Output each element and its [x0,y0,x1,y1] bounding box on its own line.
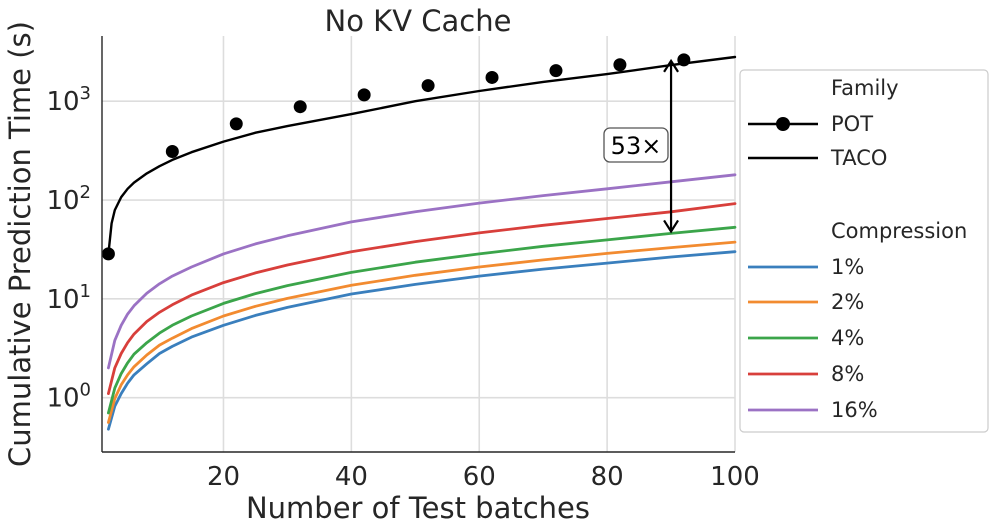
annotation-arrowhead-top [663,58,679,73]
data-point-pot [293,100,307,114]
series-line-1pct [107,250,737,431]
legend-label-2pct: 2% [831,290,864,314]
data-point-pot [357,88,371,102]
y-tick-label: 100 [46,380,91,414]
legend-title-family: Family [831,76,899,100]
series-line-8pct [107,202,737,395]
legend-label-4pct: 4% [831,326,864,350]
annotation: 53× [603,58,679,234]
data-point-pot [421,79,435,93]
legend-label-16pct: 16% [831,398,878,422]
y-tick-label: 102 [46,182,91,216]
annotation-arrowhead-bottom [663,219,679,234]
data-point-pot [613,58,627,72]
grid [102,36,736,452]
data-point-pot [165,144,179,158]
data-point-pot [677,53,691,67]
y-ticks: 100 101 102 103 [46,83,91,413]
legend-label-1pct: 1% [831,255,864,279]
x-ticks: 20 40 60 80 100 [207,462,760,492]
marker-layer [101,53,691,261]
x-tick-label: 80 [591,462,624,492]
data-point-pot [229,117,243,131]
legend-title-compression: Compression [831,219,967,243]
x-tick-label: 20 [207,462,240,492]
y-tick-label: 103 [46,83,91,117]
chart-title: No KV Cache [325,4,512,38]
series-layer [107,55,737,431]
annotation-box [603,127,669,163]
axes [101,36,735,453]
legend-label-taco: TACO [830,146,887,170]
x-tick-label: 60 [463,462,496,492]
legend-frame [739,69,989,433]
legend-label-pot: POT [831,112,873,136]
legend: Family POT TACO Compression 1% 2% 4% 8% … [739,69,989,433]
series-line-2pct [107,240,737,424]
x-tick-label: 40 [335,462,368,492]
data-point-pot [549,64,563,78]
x-tick-label: 100 [710,462,760,492]
legend-marker-pot [776,117,790,131]
data-point-pot [485,70,499,84]
data-point-pot [101,247,115,261]
y-tick-label: 101 [46,281,91,315]
series-line-4pct [107,225,737,415]
legend-label-8pct: 8% [831,362,864,386]
x-axis-label: Number of Test batches [246,491,590,525]
series-line-16pct [107,173,737,370]
series-line-taco [107,55,737,256]
annotation-label: 53× [611,132,662,160]
y-axis-label: Cumulative Prediction Time (s) [3,21,37,467]
